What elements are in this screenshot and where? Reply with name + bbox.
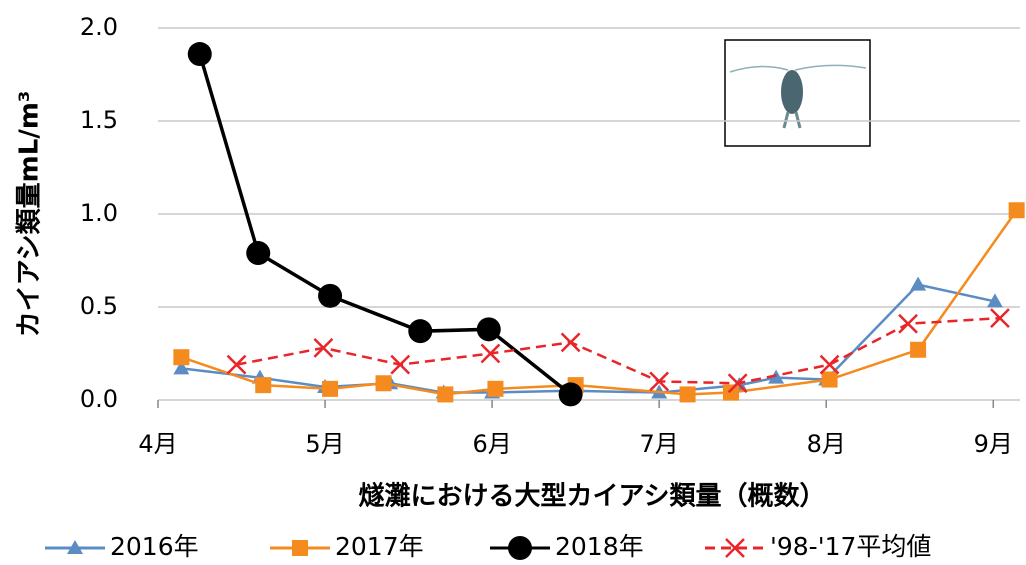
marker xyxy=(727,373,748,394)
series-line xyxy=(198,53,572,396)
marker xyxy=(313,338,334,358)
marker xyxy=(821,371,838,388)
marker xyxy=(722,384,739,401)
tail xyxy=(782,111,802,129)
marker xyxy=(480,343,501,364)
marker xyxy=(1008,202,1025,219)
marker xyxy=(649,371,670,392)
legend-label: 2017年 xyxy=(335,532,424,561)
marker xyxy=(375,375,392,392)
x-tick-label: 4月 xyxy=(138,430,177,458)
legend-label: 2018年 xyxy=(555,532,644,561)
legend-marker xyxy=(292,540,308,556)
marker xyxy=(437,386,454,403)
legend-label: 2016年 xyxy=(110,532,199,561)
marker xyxy=(408,319,433,344)
y-tick-label: 1.0 xyxy=(80,199,118,227)
body xyxy=(781,70,803,114)
y-tick-label: 0.0 xyxy=(80,385,118,413)
marker xyxy=(255,377,272,394)
legend-marker xyxy=(725,538,745,558)
series-line xyxy=(181,283,996,394)
marker xyxy=(898,313,918,334)
marker xyxy=(990,308,1010,329)
x-tick-label: 7月 xyxy=(640,430,679,458)
y-tick-label: 1.5 xyxy=(80,106,118,134)
marker xyxy=(679,386,696,403)
x-axis-title: 燧灘における大型カイアシ類量（概数） xyxy=(359,481,826,512)
marker xyxy=(322,380,339,397)
legend-marker xyxy=(508,536,532,560)
antenna xyxy=(729,64,867,73)
marker xyxy=(476,317,501,342)
x-tick-label: 9月 xyxy=(974,430,1013,458)
marker xyxy=(246,241,271,266)
x-tick-label: 6月 xyxy=(472,430,511,458)
marker xyxy=(560,332,581,353)
marker xyxy=(390,354,411,375)
marker xyxy=(318,283,343,308)
marker xyxy=(187,42,212,67)
marker xyxy=(173,349,190,366)
marker xyxy=(226,354,247,375)
y-tick-label: 0.5 xyxy=(80,292,118,320)
marker xyxy=(910,276,927,291)
marker xyxy=(819,354,840,375)
marker xyxy=(558,382,583,407)
legend-label: '98-'17平均値 xyxy=(770,532,931,561)
series-line xyxy=(236,316,1001,385)
series-line xyxy=(180,209,1018,396)
marker xyxy=(487,380,504,397)
x-tick-label: 8月 xyxy=(807,430,846,458)
x-tick-label: 5月 xyxy=(305,430,344,458)
y-tick-label: 2.0 xyxy=(80,13,118,41)
legend-marker xyxy=(67,540,83,554)
y-axis-title: カイアシ類量mL/m³ xyxy=(15,91,45,338)
marker xyxy=(173,360,190,375)
marker xyxy=(910,341,927,358)
marker xyxy=(986,293,1003,308)
inset-photo xyxy=(724,39,871,147)
